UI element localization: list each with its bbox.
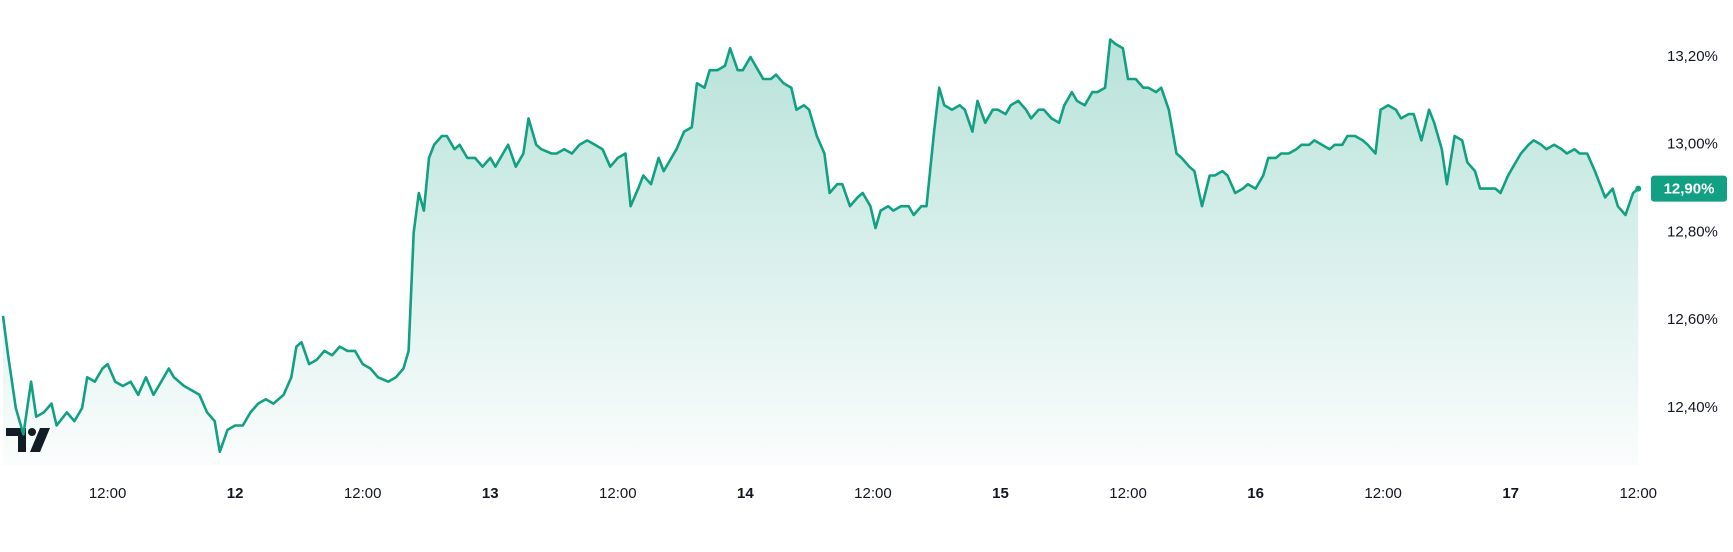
x-tick-label: 12:00 xyxy=(1619,485,1657,502)
x-tick-label: 12:00 xyxy=(89,485,127,502)
y-tick-label: 12,80% xyxy=(1667,223,1718,240)
y-tick-label: 13,20% xyxy=(1667,48,1718,65)
x-tick-label: 12 xyxy=(227,485,244,502)
x-tick-label: 17 xyxy=(1502,485,1519,502)
x-tick-label: 12:00 xyxy=(1109,485,1147,502)
x-tick-label: 12:00 xyxy=(854,485,892,502)
y-tick-label: 13,00% xyxy=(1667,136,1718,153)
price-badge xyxy=(1651,175,1727,202)
x-tick-label: 16 xyxy=(1247,485,1264,502)
y-tick-label: 12,60% xyxy=(1667,311,1718,328)
area-fill xyxy=(3,39,1639,465)
x-tick-label: 12:00 xyxy=(344,485,382,502)
y-tick-label: 12,40% xyxy=(1667,399,1718,416)
x-tick-label: 15 xyxy=(992,485,1009,502)
line xyxy=(1,38,1640,454)
x-tick-label: 13 xyxy=(482,485,499,502)
x-tick-label: 12:00 xyxy=(599,485,637,502)
x-tick-label: 12:00 xyxy=(1364,485,1402,502)
last-point xyxy=(1635,185,1642,192)
price-badge-label: 12,90% xyxy=(1664,181,1715,198)
x-tick-label: 14 xyxy=(737,485,754,502)
